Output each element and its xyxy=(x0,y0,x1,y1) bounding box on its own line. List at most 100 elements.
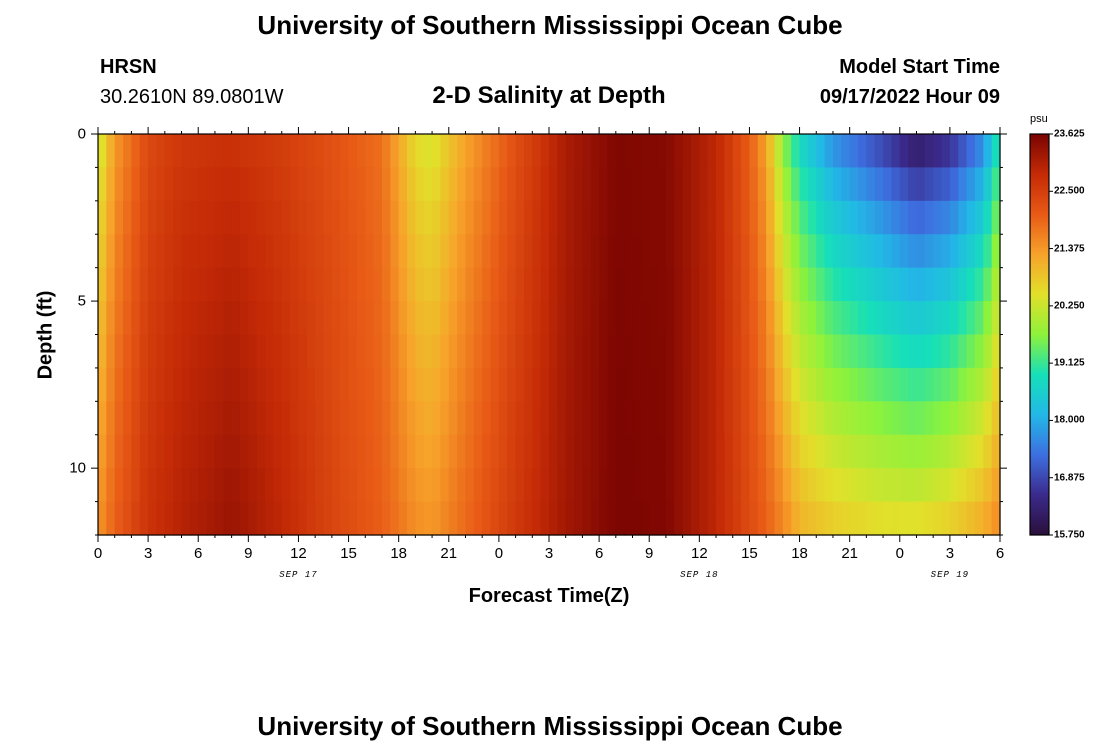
x-tick-label: 9 xyxy=(645,545,654,562)
heatmap-cell xyxy=(741,434,751,469)
heatmap-cell xyxy=(131,401,141,436)
heatmap-cell xyxy=(123,167,133,202)
heatmap-cell xyxy=(532,267,542,302)
heatmap-cell xyxy=(824,167,834,202)
heatmap-cell xyxy=(432,468,442,503)
heatmap-cell xyxy=(432,134,442,169)
heatmap-cell xyxy=(515,234,525,269)
heatmap-cell xyxy=(248,167,258,202)
heatmap-cell xyxy=(248,234,258,269)
heatmap-cell xyxy=(206,367,216,402)
heatmap-cell xyxy=(724,334,734,369)
heatmap-cell xyxy=(774,200,784,235)
heatmap-cell xyxy=(674,334,684,369)
heatmap-cell xyxy=(908,267,918,302)
heatmap-cell xyxy=(941,334,951,369)
heatmap-cell xyxy=(916,134,926,169)
heatmap-cell xyxy=(306,267,316,302)
heatmap-cell xyxy=(348,301,358,336)
heatmap-cell xyxy=(565,401,575,436)
heatmap-cell xyxy=(507,267,517,302)
heatmap-cell xyxy=(816,468,826,503)
heatmap-cell xyxy=(214,334,224,369)
x-tick-label: 21 xyxy=(841,545,858,562)
heatmap-cell xyxy=(741,401,751,436)
heatmap-cell xyxy=(189,200,199,235)
heatmap-cell xyxy=(181,234,191,269)
heatmap-cell xyxy=(849,167,859,202)
heatmap-cell xyxy=(156,501,166,536)
heatmap-cell xyxy=(315,200,325,235)
heatmap-cell xyxy=(523,334,533,369)
heatmap-cell xyxy=(590,468,600,503)
heatmap-cell xyxy=(448,167,458,202)
heatmap-cell xyxy=(799,501,809,536)
heatmap-cell xyxy=(549,501,558,536)
heatmap-cell xyxy=(741,501,751,536)
heatmap-cell xyxy=(832,200,842,235)
heatmap-cell xyxy=(791,367,801,402)
heatmap-cell xyxy=(123,200,133,235)
heatmap-cell xyxy=(991,134,1001,169)
heatmap-cell xyxy=(858,267,867,302)
heatmap-cell xyxy=(741,267,751,302)
heatmap-cell xyxy=(699,134,709,169)
heatmap-cell xyxy=(223,367,233,402)
heatmap-cell xyxy=(281,234,291,269)
heatmap-cell xyxy=(891,267,901,302)
heatmap-cell xyxy=(356,167,366,202)
heatmap-cell xyxy=(398,167,408,202)
heatmap-cell xyxy=(365,167,375,202)
heatmap-cell xyxy=(557,501,567,536)
heatmap-cell xyxy=(440,468,450,503)
heatmap-cell xyxy=(515,301,525,336)
heatmap-cell xyxy=(139,468,149,503)
heatmap-cell xyxy=(824,334,834,369)
heatmap-cell xyxy=(549,434,558,469)
heatmap-cell xyxy=(415,501,425,536)
heatmap-cell xyxy=(223,234,233,269)
heatmap-cell xyxy=(114,434,124,469)
heatmap-cell xyxy=(974,267,984,302)
heatmap-cell xyxy=(883,267,893,302)
heatmap-cell xyxy=(98,200,107,235)
heatmap-cell xyxy=(665,401,675,436)
heatmap-cell xyxy=(265,367,274,402)
heatmap-cell xyxy=(557,167,567,202)
heatmap-cell xyxy=(331,167,341,202)
heatmap-cell xyxy=(883,468,893,503)
heatmap-cell xyxy=(832,334,842,369)
heatmap-cell xyxy=(599,501,609,536)
heatmap-cell xyxy=(766,167,776,202)
heatmap-cell xyxy=(390,267,400,302)
heatmap-cell xyxy=(206,134,216,169)
heatmap-cell xyxy=(774,434,784,469)
heatmap-cell xyxy=(273,434,283,469)
heatmap-cell xyxy=(732,134,742,169)
heatmap-cell xyxy=(883,367,893,402)
heatmap-cell xyxy=(899,468,909,503)
heatmap-cell xyxy=(565,134,575,169)
heatmap-cell xyxy=(239,301,249,336)
heatmap-cell xyxy=(832,301,842,336)
heatmap-cell xyxy=(507,134,517,169)
heatmap-cell xyxy=(507,367,517,402)
heatmap-cell xyxy=(315,301,325,336)
heatmap-cell xyxy=(482,167,492,202)
heatmap-cell xyxy=(415,334,425,369)
heatmap-cell xyxy=(306,234,316,269)
heatmap-cell xyxy=(966,234,976,269)
date-label: SEP 19 xyxy=(930,570,970,580)
heatmap-cell xyxy=(490,301,500,336)
heatmap-cell xyxy=(766,200,776,235)
heatmap-cell xyxy=(381,267,391,302)
heatmap-cell xyxy=(173,234,183,269)
heatmap-cell xyxy=(473,468,483,503)
heatmap-cell xyxy=(724,468,734,503)
heatmap-cell xyxy=(273,234,283,269)
heatmap-cell xyxy=(883,401,893,436)
heatmap-cell xyxy=(448,301,458,336)
heatmap-cell xyxy=(574,234,584,269)
heatmap-cell xyxy=(482,501,492,536)
heatmap-cell xyxy=(498,267,508,302)
